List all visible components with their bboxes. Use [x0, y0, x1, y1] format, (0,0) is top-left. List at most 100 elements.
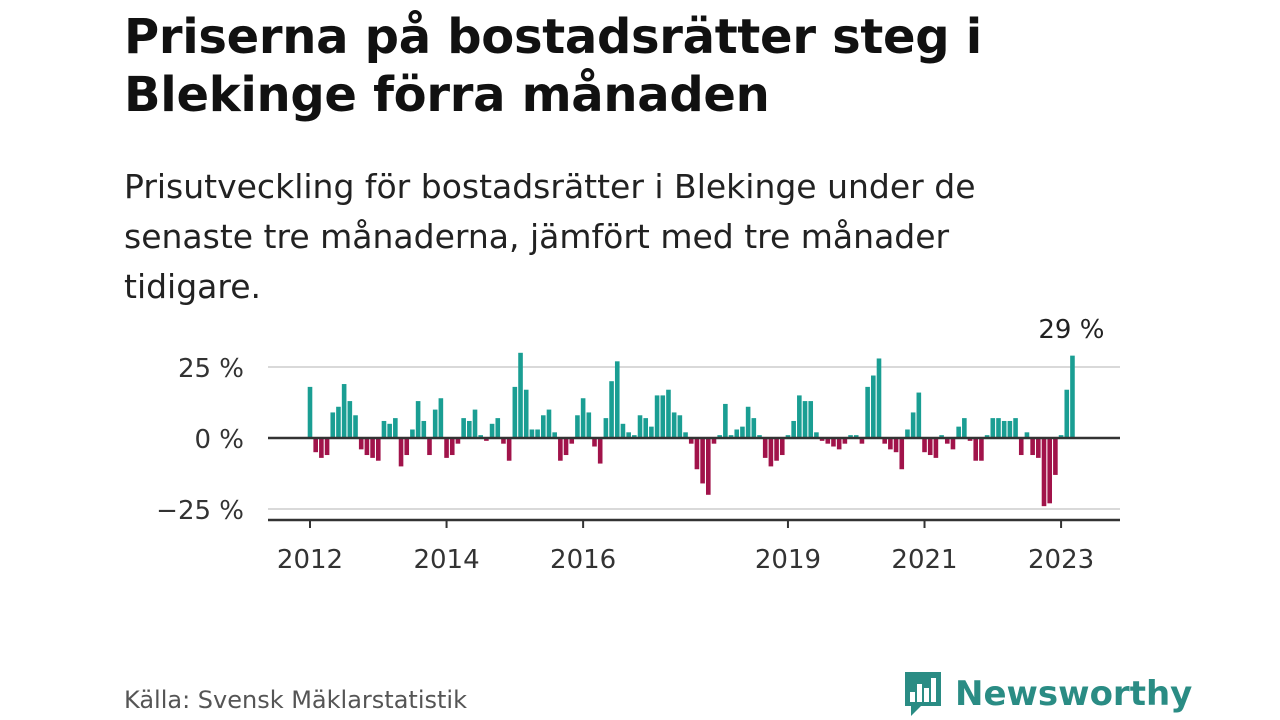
bar: [540, 415, 546, 438]
bar: [330, 412, 336, 438]
bar: [723, 403, 728, 438]
brand-name: Newsworthy: [955, 674, 1193, 714]
bar: [751, 418, 757, 438]
bar: [831, 438, 836, 447]
bar: [967, 438, 973, 441]
chart-title: Priserna på bostadsrätter steg i Bleking…: [124, 9, 982, 123]
bar: [472, 409, 478, 438]
bar: [404, 438, 410, 456]
bar: [518, 352, 523, 438]
bar: [768, 438, 774, 467]
bar: [848, 435, 853, 438]
last-value-label: 29 %: [1038, 315, 1104, 345]
bar: [944, 438, 950, 444]
bar: [757, 435, 762, 438]
bar: [916, 392, 922, 438]
x-tick-label: 2021: [891, 545, 957, 575]
bar: [996, 418, 1001, 438]
bar: [740, 426, 745, 438]
bar: [586, 412, 592, 438]
bar: [836, 438, 842, 450]
bar: [626, 432, 631, 438]
bar: [688, 438, 694, 444]
bar: [1070, 355, 1075, 438]
y-tick-label: −25 %: [156, 496, 244, 526]
bar: [336, 406, 341, 438]
bar: [814, 432, 819, 438]
bar: [558, 438, 563, 461]
bar: [393, 418, 398, 438]
bar: [671, 412, 677, 438]
bar: [825, 438, 831, 444]
bar: [666, 389, 671, 438]
bar: [444, 438, 449, 458]
bar: [683, 432, 688, 438]
bar: [603, 418, 609, 438]
bar: [706, 438, 711, 495]
bar: [990, 418, 996, 438]
bar: [1047, 438, 1052, 504]
bar: [700, 438, 705, 484]
bar: [927, 438, 933, 456]
x-tick-label: 2012: [277, 545, 343, 575]
bar: [643, 418, 649, 438]
bar: [1018, 438, 1024, 456]
bar: [381, 420, 387, 438]
bar: [922, 438, 927, 453]
bar: [893, 438, 899, 453]
bar: [950, 438, 956, 450]
bar: [421, 420, 427, 438]
bar: [319, 438, 324, 458]
bar: [1001, 420, 1007, 438]
bar: [649, 426, 654, 438]
bar: [569, 438, 575, 444]
bar: [432, 409, 438, 438]
bar: [871, 375, 876, 438]
y-tick-label: 0 %: [194, 425, 244, 455]
bar: [797, 395, 802, 438]
bar: [620, 423, 626, 438]
bar: [552, 432, 557, 438]
source-note: Källa: Svensk Mäklarstatistik: [124, 686, 467, 714]
bar: [410, 429, 415, 438]
bar: [461, 418, 466, 438]
bar: [819, 438, 825, 441]
bar: [956, 426, 961, 438]
brand-logo[interactable]: Newsworthy: [903, 670, 1192, 718]
bar: [632, 435, 637, 438]
bar: [438, 398, 444, 438]
bar: [853, 435, 859, 438]
bar: [882, 438, 887, 444]
bar: [387, 423, 392, 438]
bar: [449, 438, 455, 456]
icon-bar-1: [910, 692, 915, 702]
bar: [597, 438, 603, 464]
bar: [774, 438, 779, 461]
icon-bar-4: [931, 678, 936, 702]
bar: [347, 401, 353, 438]
bar: [717, 435, 722, 438]
bar: [1013, 418, 1018, 438]
bar: [427, 438, 432, 456]
bar: [307, 386, 313, 438]
bar: [677, 415, 683, 438]
bar: [785, 435, 791, 438]
bar: [734, 429, 740, 438]
bar: [614, 361, 620, 438]
bar: [489, 423, 495, 438]
bar: [495, 418, 501, 438]
bar: [341, 384, 347, 438]
bar: [484, 438, 489, 441]
bar: [637, 415, 643, 438]
x-tick-label: 2014: [413, 545, 479, 575]
bar: [876, 358, 882, 438]
bar: [467, 420, 472, 438]
bar: [973, 438, 979, 461]
chart-subtitle: Prisutveckling för bostadsrätter i Bleki…: [124, 167, 976, 306]
x-tick-label: 2019: [755, 545, 821, 575]
bar: [984, 435, 990, 438]
bar: [1053, 438, 1058, 475]
bar: [939, 435, 944, 438]
bars: [307, 352, 1075, 507]
bar: [575, 415, 580, 438]
